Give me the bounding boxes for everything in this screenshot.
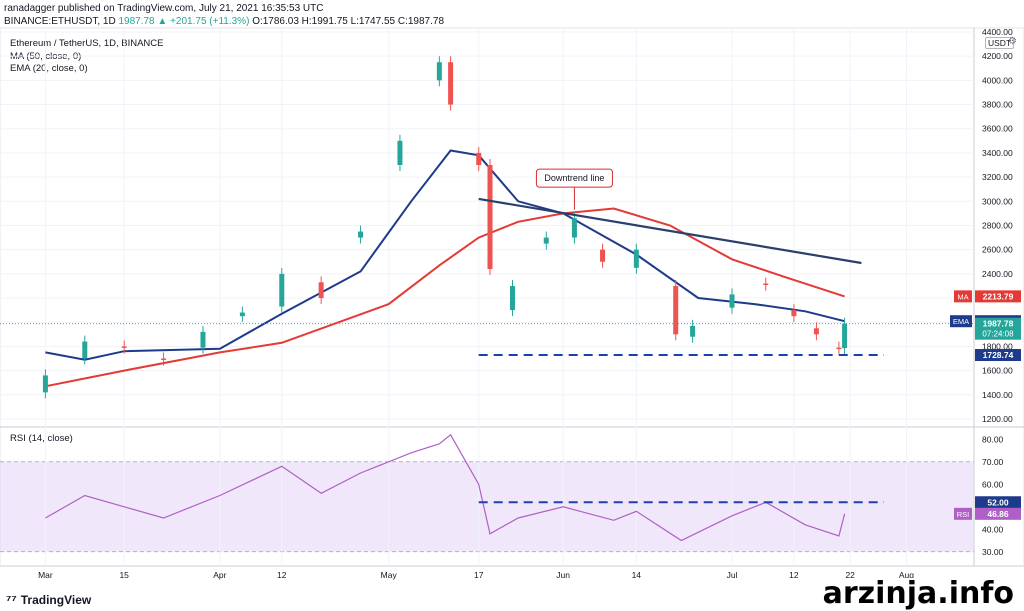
price-tick-label: 3800.00: [982, 100, 1013, 110]
candle: [842, 323, 848, 349]
time-tick-label: Apr: [213, 570, 226, 580]
candle: [543, 237, 549, 244]
price-tick-label: 1800.00: [982, 341, 1013, 351]
rsi-tick-label: 40.00: [982, 524, 1004, 534]
ema-tag-name-text: EMA: [953, 317, 969, 326]
candle: [397, 140, 403, 166]
time-tick-label: 12: [277, 570, 287, 580]
price-tick-label: 1200.00: [982, 414, 1013, 424]
time-tick-label: 22: [845, 570, 855, 580]
currency-badge[interactable]: USDT: [985, 37, 1015, 49]
rsi-legend[interactable]: RSI (14, close): [10, 433, 73, 444]
change-value: ▲ +201.75 (+11.3%): [157, 16, 250, 27]
candle: [571, 218, 577, 238]
candle: [82, 341, 88, 359]
chart-title[interactable]: Ethereum / TetherUS, 1D, BINANCE: [10, 38, 164, 49]
annotation-text: Downtrend line: [544, 173, 604, 183]
time-tick-label: May: [381, 570, 398, 580]
time-tick-label: 12: [789, 570, 799, 580]
ma-price-tag-text: 2213.79: [983, 291, 1014, 301]
candle: [487, 165, 493, 270]
last-price-tag-sub: 07:24:08: [982, 330, 1014, 339]
candle: [791, 310, 797, 317]
candle: [836, 347, 842, 350]
ma-line: [45, 207, 845, 388]
last-price-tag-text: 1987.78: [983, 319, 1014, 329]
candle: [200, 331, 206, 348]
time-tick-label: 15: [119, 570, 129, 580]
price-tick-label: 1400.00: [982, 390, 1013, 400]
time-tick-label: Aug: [899, 570, 914, 580]
rsi-tick-label: 30.00: [982, 547, 1004, 557]
rsi-tag-name-text: RSI: [957, 510, 970, 519]
rsi-level-tag-text: 52.00: [987, 497, 1009, 507]
candle: [729, 294, 735, 308]
rsi-band: [0, 461, 974, 552]
candle: [436, 62, 442, 81]
rsi-tick-label: 60.00: [982, 479, 1004, 489]
candle: [239, 312, 245, 317]
candle: [510, 285, 516, 311]
ma-tag-name: [954, 290, 972, 303]
price-tick-label: 3200.00: [982, 172, 1013, 182]
publish-info: ranadagger published on TradingView.com,…: [4, 3, 324, 14]
support-price-tag-text: 1728.74: [983, 350, 1014, 360]
time-tick-label: Mar: [38, 570, 53, 580]
ema-legend[interactable]: EMA (20, close, 0): [10, 63, 88, 74]
price-tick-label: 4000.00: [982, 75, 1013, 85]
time-tick-label: Jun: [556, 570, 570, 580]
support-price-tag: [975, 349, 1021, 362]
candle: [813, 328, 819, 335]
rsi-value-tag-text: 46.86: [987, 509, 1009, 519]
rsi-level-tag: [975, 496, 1021, 509]
site-watermark: arzinja.info: [818, 578, 1018, 610]
time-tick-label: 14: [632, 570, 642, 580]
rsi-tick-label: 70.00: [982, 457, 1004, 467]
settings-icon: ⚙: [1008, 36, 1017, 47]
candle: [633, 249, 639, 268]
price-tick-label: 2800.00: [982, 220, 1013, 230]
candle: [448, 62, 454, 105]
ma-price-tag: [975, 290, 1021, 303]
rsi-line: [45, 433, 846, 542]
last-price-tag: [975, 317, 1021, 340]
price-tick-label: 3600.00: [982, 124, 1013, 134]
candle: [763, 283, 769, 286]
price-tick-label: 4200.00: [982, 51, 1013, 61]
last-price: 1987.78: [118, 16, 155, 27]
candle: [318, 282, 324, 299]
candle: [690, 325, 696, 337]
time-tick-label: 17: [474, 570, 484, 580]
price-tick-label: 2400.00: [982, 269, 1013, 279]
rsi-tag-name: [954, 507, 972, 520]
symbol-label: BINANCE:ETHUSDT, 1D: [4, 16, 116, 27]
candle: [673, 285, 679, 335]
downtrend-line: [478, 197, 862, 265]
ema-tag-name: [950, 315, 972, 328]
candle: [476, 152, 482, 166]
tradingview-brand: TradingView: [20, 592, 92, 607]
tradingview-logo-icon: ⁷⁷: [6, 592, 17, 607]
price-tick-label: 3000.00: [982, 196, 1013, 206]
ma-tag-name-text: MA: [957, 292, 968, 301]
price-tick-label: 3400.00: [982, 148, 1013, 158]
price-tick-label: 2600.00: [982, 245, 1013, 255]
rsi-tick-label: 80.00: [982, 434, 1004, 444]
candle: [358, 231, 364, 238]
candle: [600, 249, 606, 262]
rsi-value-tag: [975, 507, 1021, 520]
tradingview-logo[interactable]: ⁷⁷ TradingView: [6, 592, 91, 607]
price-tick-label: 1600.00: [982, 366, 1013, 376]
ohlc-values: O:1786.03 H:1991.75 L:1747.55 C:1987.78: [252, 16, 445, 27]
candle: [42, 375, 48, 393]
ema-line: [45, 149, 845, 361]
ohlc-line: BINANCE:ETHUSDT, 1D 1987.78 ▲ +201.75 (+…: [4, 15, 444, 28]
candle: [279, 273, 285, 307]
price-tick-label: 4400.00: [982, 27, 1013, 37]
time-tick-label: Jul: [727, 570, 738, 580]
candle: [121, 346, 127, 348]
chart-header: ranadagger published on TradingView.com,…: [4, 2, 444, 28]
candle: [161, 358, 167, 360]
